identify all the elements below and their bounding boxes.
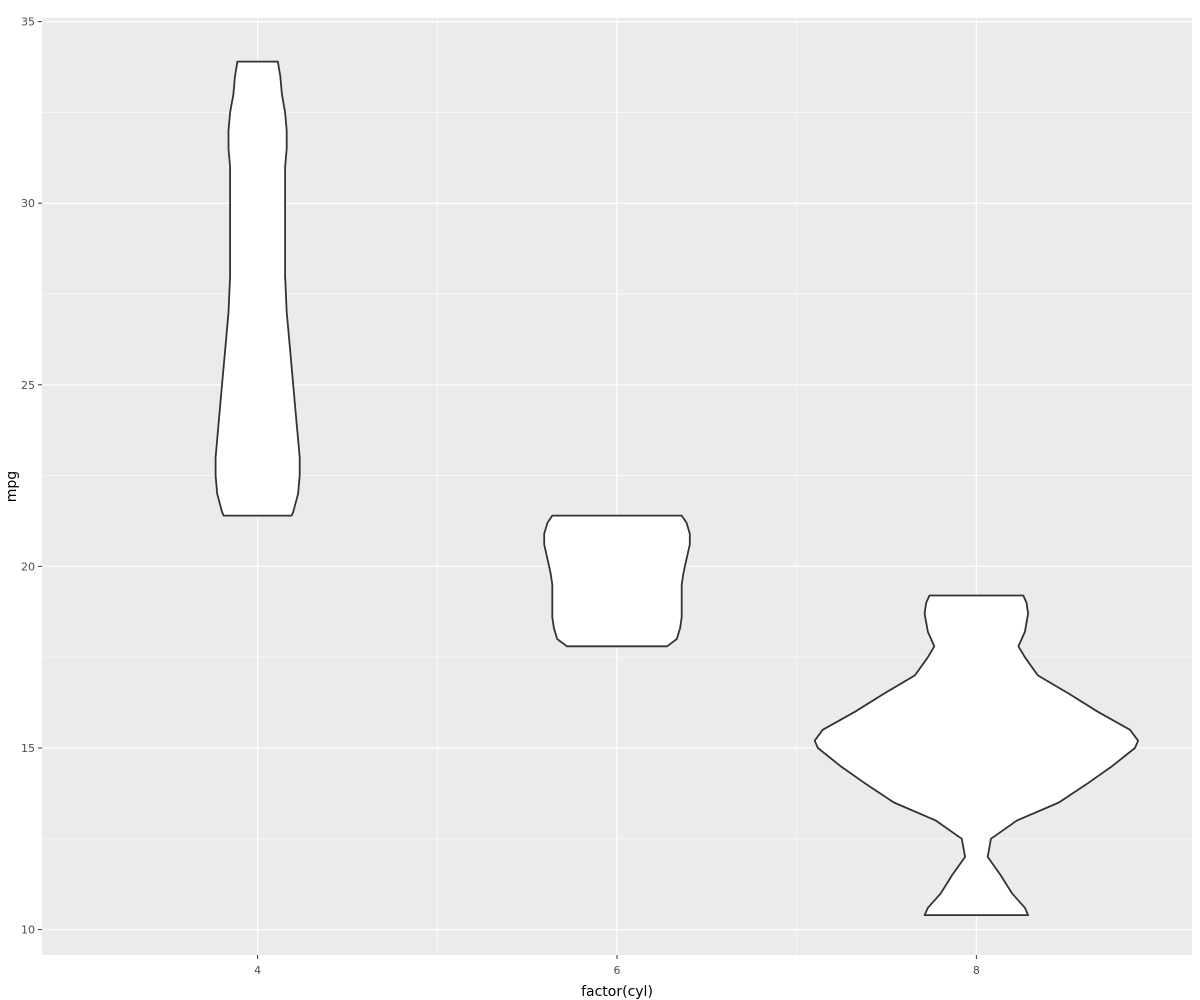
y-tick-label: 20 xyxy=(21,560,35,573)
y-axis: 10 15 20 25 30 35 xyxy=(21,16,42,937)
violins xyxy=(214,60,1139,916)
x-axis-title: factor(cyl) xyxy=(581,984,653,1000)
x-tick-label: 6 xyxy=(614,964,621,977)
y-tick-label: 35 xyxy=(21,16,35,29)
y-tick-label: 30 xyxy=(21,197,35,210)
violin-8 xyxy=(813,594,1139,916)
y-tick-label: 10 xyxy=(21,924,35,937)
x-tick-label: 4 xyxy=(254,964,261,977)
x-axis: 4 6 8 xyxy=(254,955,980,977)
y-axis-title: mpg xyxy=(4,471,20,502)
violin-4 xyxy=(214,60,301,517)
y-tick-label: 25 xyxy=(21,379,35,392)
violin-6 xyxy=(543,514,691,648)
y-tick-label: 15 xyxy=(21,742,35,755)
x-tick-label: 8 xyxy=(973,964,980,977)
